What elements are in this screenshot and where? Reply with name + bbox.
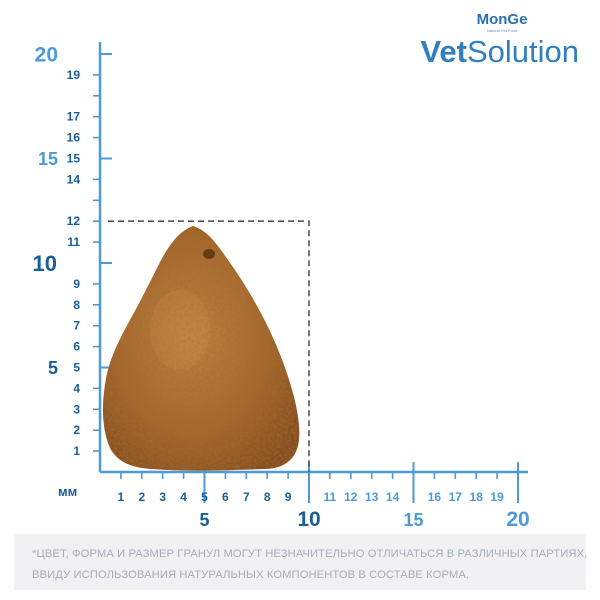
y-tick-label-6: 6	[73, 340, 80, 354]
x-tick-label-12: 12	[344, 490, 358, 504]
brand-logo: MonGe Natural Pet Food VetSolution	[420, 11, 579, 69]
monge-logo-text: MonGe	[477, 11, 528, 28]
x-major-label-15: 15	[403, 510, 423, 530]
disclaimer-box: *ЦВЕТ, ФОРМА И РАЗМЕР ГРАНУЛ МОГУТ НЕЗНА…	[14, 534, 588, 590]
x-tick-label-7: 7	[243, 490, 250, 504]
y-major-label-5: 5	[48, 358, 58, 378]
y-tick-label-4: 4	[73, 381, 80, 395]
x-tick-label-3: 3	[159, 490, 166, 504]
y-tick-label-7: 7	[73, 319, 80, 333]
x-tick-label-6: 6	[222, 490, 229, 504]
monge-tagline: Natural Pet Food	[487, 28, 517, 33]
x-tick-label-1: 1	[118, 490, 125, 504]
x-major-label-20: 20	[506, 508, 529, 531]
y-tick-label-11: 11	[67, 235, 80, 249]
x-tick-label-16: 16	[428, 490, 442, 504]
y-tick-label-17: 17	[67, 110, 81, 124]
x-major-label-5: 5	[199, 510, 209, 530]
kibble-dark-spot	[203, 249, 215, 259]
y-tick-label-16: 16	[67, 131, 81, 145]
unit-label: мм	[58, 484, 77, 499]
vetsolution-logo-vet: Vet	[420, 34, 467, 69]
x-tick-label-17: 17	[449, 490, 463, 504]
y-tick-label-2: 2	[73, 423, 80, 437]
disclaimer-line-2: ВВИДУ ИСПОЛЬЗОВАНИЯ НАТУРАЛЬНЫХ КОМПОНЕН…	[32, 569, 470, 581]
y-tick-label-12: 12	[67, 214, 81, 228]
x-tick-label-18: 18	[470, 490, 484, 504]
y-tick-label-9: 9	[73, 277, 80, 291]
x-tick-label-13: 13	[365, 490, 379, 504]
size-bounding-box	[108, 220, 310, 472]
x-tick-label-4: 4	[180, 490, 187, 504]
x-tick-label-8: 8	[264, 490, 271, 504]
vetsolution-logo-solution: Solution	[467, 34, 579, 69]
x-tick-label-2: 2	[138, 490, 145, 504]
x-tick-label-9: 9	[285, 490, 292, 504]
kibble-shape	[102, 226, 300, 471]
y-tick-label-14: 14	[67, 172, 81, 186]
y-tick-label-3: 3	[73, 402, 80, 416]
x-tick-label-11: 11	[324, 490, 337, 504]
y-tick-label-1: 1	[73, 444, 80, 458]
vetsolution-logo: VetSolution	[420, 34, 579, 69]
y-tick-label-8: 8	[73, 298, 80, 312]
x-tick-label-5: 5	[201, 490, 208, 504]
disclaimer-line-1: *ЦВЕТ, ФОРМА И РАЗМЕР ГРАНУЛ МОГУТ НЕЗНА…	[32, 548, 588, 560]
y-tick-label-19: 19	[67, 68, 81, 82]
y-major-label-15: 15	[38, 149, 58, 169]
kibble-piece	[102, 226, 300, 471]
y-tick-label-15: 15	[67, 152, 81, 166]
y-major-label-10: 10	[33, 251, 57, 276]
y-major-label-20: 20	[35, 44, 58, 67]
y-tick-label-5: 5	[73, 361, 80, 375]
x-tick-label-19: 19	[490, 490, 504, 504]
x-tick-label-14: 14	[386, 490, 400, 504]
x-major-label-10: 10	[297, 508, 320, 531]
kibble-highlight	[150, 290, 210, 370]
